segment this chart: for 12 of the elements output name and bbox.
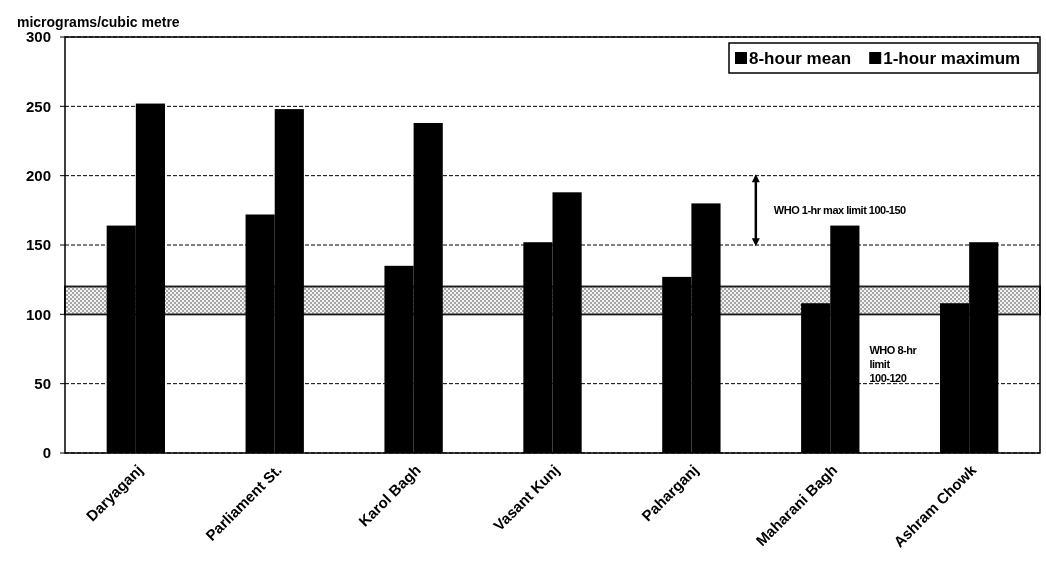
y-axis-title: micrograms/cubic metre (17, 14, 180, 30)
y-tick-label: 150 (25, 236, 51, 254)
legend-label: 1-hour maximum (883, 49, 1021, 68)
y-tick-label: 50 (34, 374, 51, 392)
legend-label: 8-hour mean (749, 49, 852, 68)
y-tick-label: 300 (25, 28, 51, 46)
y-tick-label: 100 (25, 305, 51, 323)
annotation: WHO 1-hr max limit 100-150 (773, 204, 907, 217)
y-tick-label: 250 (25, 97, 51, 115)
y-tick-label: 200 (25, 166, 51, 184)
band-label: WHO 8-hr limit 100-120 (869, 344, 918, 385)
y-tick-label: 0 (42, 444, 51, 462)
